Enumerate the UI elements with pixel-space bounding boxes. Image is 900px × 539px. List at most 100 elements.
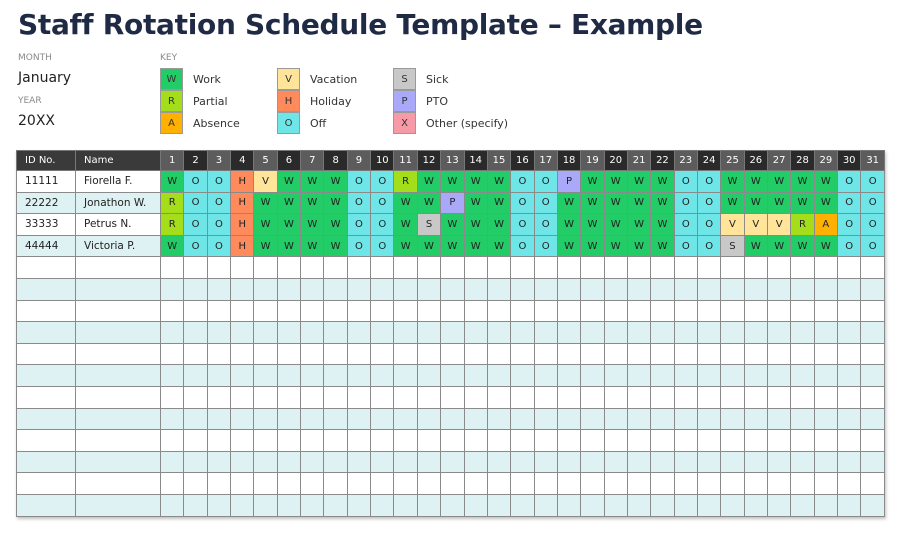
day-cell[interactable] [416, 299, 442, 323]
day-cell[interactable]: W [790, 234, 815, 258]
day-cell[interactable] [463, 364, 488, 387]
day-cell[interactable] [370, 342, 395, 366]
day-cell[interactable] [230, 429, 255, 452]
day-cell[interactable] [510, 321, 535, 344]
day-cell[interactable]: W [790, 191, 815, 215]
day-cell[interactable]: W [603, 170, 628, 193]
day-cell[interactable]: W [766, 191, 792, 215]
day-cell[interactable]: O [206, 213, 232, 236]
day-cell[interactable] [720, 299, 745, 323]
day-cell[interactable] [533, 299, 558, 323]
day-cell[interactable] [837, 256, 862, 279]
day-cell[interactable] [720, 472, 745, 495]
day-cell[interactable]: O [696, 234, 722, 258]
day-cell[interactable]: W [440, 213, 465, 236]
day-cell[interactable]: O [533, 191, 558, 215]
day-cell[interactable] [276, 407, 302, 431]
day-cell[interactable] [300, 256, 325, 279]
day-cell[interactable] [673, 493, 698, 517]
day-cell[interactable] [580, 321, 605, 344]
day-cell[interactable] [673, 256, 698, 279]
day-cell[interactable] [510, 472, 535, 495]
day-cell[interactable]: O [183, 213, 208, 236]
day-cell[interactable] [230, 364, 255, 387]
day-cell[interactable] [603, 299, 628, 323]
day-cell[interactable] [206, 407, 232, 431]
day-cell[interactable] [790, 493, 815, 517]
day-cell[interactable] [276, 342, 302, 366]
id-cell[interactable] [15, 385, 77, 409]
day-cell[interactable] [510, 407, 535, 431]
day-cell[interactable]: S [720, 234, 745, 258]
day-cell[interactable]: H [230, 191, 255, 215]
day-cell[interactable]: O [673, 234, 698, 258]
day-cell[interactable] [183, 277, 208, 301]
day-cell[interactable]: A [813, 213, 839, 236]
day-cell[interactable] [790, 321, 815, 344]
day-cell[interactable] [720, 364, 745, 387]
day-cell[interactable]: W [160, 170, 185, 193]
day-cell[interactable]: O [346, 213, 372, 236]
day-cell[interactable]: V [253, 170, 278, 193]
day-cell[interactable] [183, 321, 208, 344]
day-cell[interactable] [790, 385, 815, 409]
day-cell[interactable] [556, 277, 582, 301]
day-cell[interactable] [323, 321, 348, 344]
name-cell[interactable] [75, 256, 162, 279]
day-cell[interactable] [580, 429, 605, 452]
day-cell[interactable] [837, 277, 862, 301]
day-cell[interactable]: W [276, 191, 302, 215]
day-cell[interactable]: W [323, 213, 348, 236]
day-cell[interactable] [766, 299, 792, 323]
day-cell[interactable] [276, 256, 302, 279]
day-cell[interactable] [463, 342, 488, 366]
day-cell[interactable] [766, 472, 792, 495]
day-cell[interactable] [696, 256, 722, 279]
day-cell[interactable] [370, 450, 395, 474]
day-cell[interactable] [393, 385, 418, 409]
day-cell[interactable] [393, 342, 418, 366]
day-cell[interactable] [790, 364, 815, 387]
day-cell[interactable]: V [766, 213, 792, 236]
day-cell[interactable] [206, 342, 232, 366]
day-cell[interactable]: O [533, 213, 558, 236]
day-cell[interactable]: O [346, 191, 372, 215]
day-cell[interactable] [626, 256, 652, 279]
day-cell[interactable] [160, 277, 185, 301]
day-cell[interactable] [486, 407, 512, 431]
day-cell[interactable] [416, 429, 442, 452]
day-cell[interactable] [276, 493, 302, 517]
day-cell[interactable]: W [393, 213, 418, 236]
day-cell[interactable] [440, 429, 465, 452]
day-cell[interactable] [696, 385, 722, 409]
day-cell[interactable]: W [463, 170, 488, 193]
day-cell[interactable] [440, 493, 465, 517]
day-cell[interactable] [626, 277, 652, 301]
day-cell[interactable] [463, 277, 488, 301]
day-cell[interactable] [183, 472, 208, 495]
day-cell[interactable] [346, 256, 372, 279]
day-cell[interactable] [860, 256, 885, 279]
day-cell[interactable] [673, 277, 698, 301]
day-cell[interactable] [533, 364, 558, 387]
day-cell[interactable]: W [720, 191, 745, 215]
name-cell[interactable] [75, 407, 162, 431]
day-cell[interactable] [766, 277, 792, 301]
name-cell[interactable] [75, 450, 162, 474]
name-cell[interactable] [75, 299, 162, 323]
year-value[interactable]: 20XX [18, 113, 55, 129]
day-cell[interactable]: R [790, 213, 815, 236]
day-cell[interactable] [556, 450, 582, 474]
day-cell[interactable]: W [393, 234, 418, 258]
day-cell[interactable] [650, 493, 675, 517]
day-cell[interactable]: W [253, 213, 278, 236]
day-cell[interactable]: O [510, 234, 535, 258]
day-cell[interactable] [556, 299, 582, 323]
day-cell[interactable]: W [790, 170, 815, 193]
day-cell[interactable] [533, 407, 558, 431]
day-cell[interactable] [300, 321, 325, 344]
day-cell[interactable] [510, 385, 535, 409]
day-cell[interactable] [416, 364, 442, 387]
day-cell[interactable] [603, 429, 628, 452]
day-cell[interactable] [440, 407, 465, 431]
